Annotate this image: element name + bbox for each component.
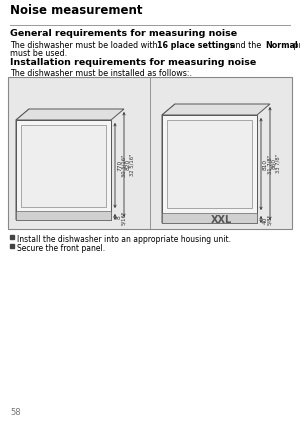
- Text: 820: 820: [126, 159, 131, 170]
- Bar: [16, 120, 111, 220]
- Text: 5/8": 5/8": [267, 215, 272, 225]
- Text: must be used.: must be used.: [10, 49, 67, 58]
- Polygon shape: [16, 109, 29, 220]
- Bar: [162, 115, 257, 223]
- Text: The dishwasher must be loaded with: The dishwasher must be loaded with: [10, 41, 160, 50]
- Text: Secure the front panel.: Secure the front panel.: [17, 244, 105, 253]
- Text: 5/16": 5/16": [121, 210, 126, 225]
- Bar: [8, 77, 292, 229]
- Bar: [167, 120, 252, 208]
- Polygon shape: [162, 104, 270, 115]
- Text: Installation requirements for measuring noise: Installation requirements for measuring …: [10, 58, 256, 67]
- Text: 770: 770: [117, 160, 122, 171]
- Text: The dishwasher must be installed as follows:.: The dishwasher must be installed as foll…: [10, 69, 192, 78]
- Text: Install the dishwasher into an appropriate housing unit.: Install the dishwasher into an appropria…: [17, 235, 231, 244]
- Text: XXL: XXL: [210, 215, 232, 225]
- Text: Noise measurement: Noise measurement: [10, 4, 142, 17]
- Text: 16 place settings: 16 place settings: [157, 41, 234, 50]
- Polygon shape: [162, 104, 175, 223]
- Text: program: program: [291, 41, 300, 50]
- Bar: [16, 211, 111, 220]
- Text: and the: and the: [228, 41, 264, 50]
- Text: Normal: Normal: [266, 41, 298, 50]
- Text: 31 7/8": 31 7/8": [267, 154, 272, 173]
- Text: General requirements for measuring noise: General requirements for measuring noise: [10, 29, 237, 38]
- Polygon shape: [16, 109, 124, 120]
- Text: 8: 8: [117, 215, 122, 219]
- Text: 32 5/16": 32 5/16": [130, 153, 135, 176]
- Text: 860: 860: [272, 158, 277, 169]
- Text: 810: 810: [263, 159, 268, 170]
- Text: 58: 58: [10, 408, 21, 417]
- Text: 30 5/16": 30 5/16": [121, 154, 126, 177]
- Text: 33 7/8": 33 7/8": [276, 154, 281, 173]
- Text: 40: 40: [263, 216, 268, 224]
- Bar: [162, 213, 257, 223]
- Bar: [21, 125, 106, 207]
